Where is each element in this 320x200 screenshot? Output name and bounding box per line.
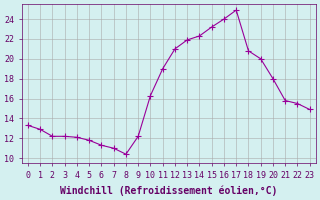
X-axis label: Windchill (Refroidissement éolien,°C): Windchill (Refroidissement éolien,°C)	[60, 185, 277, 196]
